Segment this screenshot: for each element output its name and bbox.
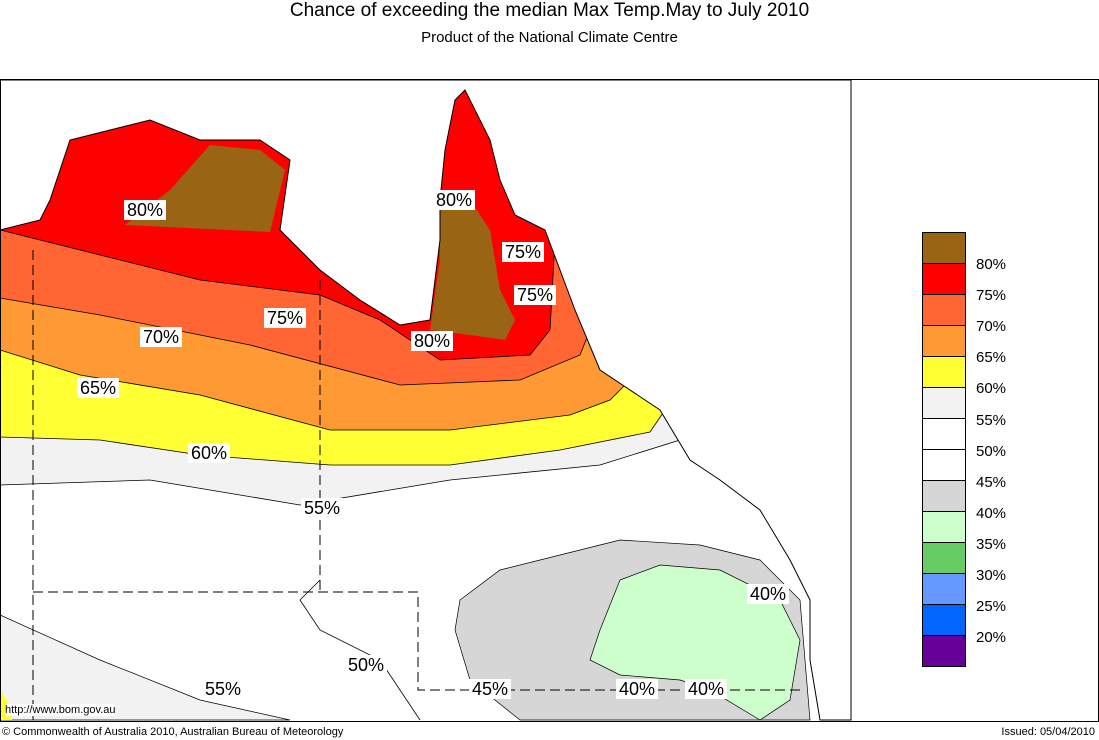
legend-label: 30% bbox=[976, 567, 1007, 584]
legend-swatch bbox=[923, 512, 965, 543]
contour-label: 55% bbox=[202, 679, 245, 699]
legend-label: 20% bbox=[976, 629, 1007, 647]
legend-swatch bbox=[923, 574, 965, 605]
legend-swatch bbox=[923, 450, 965, 481]
contour-label: 55% bbox=[301, 498, 344, 518]
legend-label: 45% bbox=[976, 473, 1007, 491]
contour-label: 75% bbox=[264, 308, 307, 328]
legend-swatch bbox=[923, 605, 965, 636]
legend-swatch bbox=[923, 264, 965, 295]
contour-label: 75% bbox=[502, 242, 545, 262]
contour-label: 40% bbox=[685, 679, 728, 699]
contour-label: 75% bbox=[514, 285, 557, 305]
contour-label: 40% bbox=[747, 584, 790, 604]
legend-swatch bbox=[923, 481, 965, 512]
contour-label: 40% bbox=[616, 679, 659, 699]
contour-label: 50% bbox=[345, 655, 388, 675]
source-url[interactable]: http://www.bom.gov.au bbox=[5, 704, 116, 716]
contour-label: 80% bbox=[433, 190, 476, 210]
contour-lines bbox=[0, 229, 691, 721]
state-borders bbox=[32, 250, 800, 720]
legend-label: 75% bbox=[976, 287, 1007, 305]
contour-label: 45% bbox=[469, 679, 512, 699]
legend-label: 40% bbox=[976, 504, 1007, 522]
legend-label: 70% bbox=[976, 318, 1007, 336]
legend-label: 65% bbox=[976, 349, 1007, 367]
legend-label: 25% bbox=[976, 598, 1007, 616]
map-title: Chance of exceeding the median Max Temp.… bbox=[289, 0, 810, 21]
legend-swatch bbox=[923, 388, 965, 419]
legend-label: 60% bbox=[976, 380, 1007, 398]
legend-label: 80% bbox=[976, 256, 1007, 273]
contour-label: 65% bbox=[77, 378, 120, 398]
legend-swatch bbox=[923, 295, 965, 326]
band-sw-55-60 bbox=[0, 614, 291, 721]
legend-label: 50% bbox=[976, 442, 1007, 460]
contour-label: 80% bbox=[124, 200, 167, 220]
ocean bbox=[0, 79, 852, 721]
band-80-cape bbox=[430, 190, 515, 340]
map-subtitle: Product of the National Climate Centre bbox=[421, 29, 678, 46]
legend-label: 55% bbox=[976, 411, 1007, 429]
contour-label: 80% bbox=[411, 331, 454, 351]
contour-label: 60% bbox=[188, 443, 231, 463]
legend-swatch bbox=[923, 543, 965, 574]
legend-swatch bbox=[923, 357, 965, 388]
legend-label: 35% bbox=[976, 535, 1007, 553]
legend-swatch bbox=[923, 233, 965, 264]
legend-swatch bbox=[923, 636, 965, 666]
issued-date: Issued: 05/04/2010 bbox=[1001, 726, 1095, 738]
copyright: © Commonwealth of Australia 2010, Austra… bbox=[2, 726, 344, 738]
color-legend bbox=[922, 232, 966, 667]
legend-swatch bbox=[923, 326, 965, 357]
contour-label: 70% bbox=[140, 327, 183, 347]
legend-swatch bbox=[923, 419, 965, 450]
